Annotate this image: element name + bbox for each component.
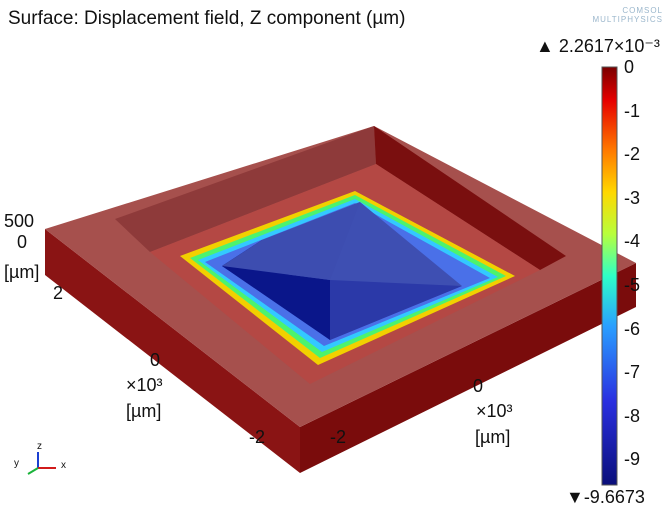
colorbar-tick-label: -2 — [624, 144, 641, 165]
triad-x-label: x — [61, 460, 66, 471]
colorbar-tick-label: -1 — [624, 100, 641, 121]
right-tick-0: 0 — [473, 376, 484, 396]
left-tick-0: 0 — [150, 350, 161, 370]
colorbar-tick-label: -7 — [624, 362, 641, 383]
z-unit-label: [µm] — [4, 262, 40, 282]
colorbar-tick-label: -3 — [624, 187, 641, 208]
block-front-left — [222, 266, 330, 340]
z-tick-0: 0 — [17, 232, 28, 252]
colorbar-min-label: ▼-9.6673 — [566, 487, 645, 507]
frame-inner-back-wall — [115, 126, 376, 252]
axis-triad[interactable] — [27, 452, 56, 475]
left-unit-label: [µm] — [126, 401, 162, 421]
colorbar-fill — [601, 66, 618, 486]
z-tick-500: 500 — [4, 211, 35, 231]
triad-z-label: z — [37, 441, 42, 452]
logo-line2: MULTIPHYSICS — [592, 15, 663, 24]
colorbar-tick-label: -9 — [624, 449, 641, 470]
colorbar-max-label: ▲ 2.2617×10⁻³ — [536, 36, 660, 56]
plot-title: Surface: Displacement field, Z component… — [8, 8, 406, 29]
block-back — [222, 202, 360, 280]
right-unit-label: [µm] — [475, 427, 511, 447]
colorbar-tick-label: -6 — [624, 318, 641, 339]
right-exp-label: ×10³ — [476, 401, 513, 421]
center-block — [222, 202, 462, 340]
left-tick-neg2: -2 — [249, 427, 266, 447]
colorbar-tick-label: -4 — [624, 231, 641, 252]
colorbar-tick-label: -5 — [624, 275, 641, 295]
left-tick-2: 2 — [53, 283, 64, 303]
left-exp-label: ×10³ — [126, 375, 163, 395]
colorbar-tick-label: -8 — [624, 405, 641, 426]
frame-front-side — [300, 263, 636, 473]
frame-inner-right-wall — [374, 126, 566, 270]
logo-line1: COMSOL — [622, 6, 663, 15]
block-front-right — [330, 280, 462, 340]
colorbar-tick-label: 0 — [624, 57, 635, 77]
frame-left-side — [45, 229, 300, 473]
right-tick-neg2: -2 — [330, 427, 347, 447]
triad-y-label: y — [14, 458, 19, 469]
comsol-logo: COMSOL MULTIPHYSICS — [592, 6, 663, 24]
